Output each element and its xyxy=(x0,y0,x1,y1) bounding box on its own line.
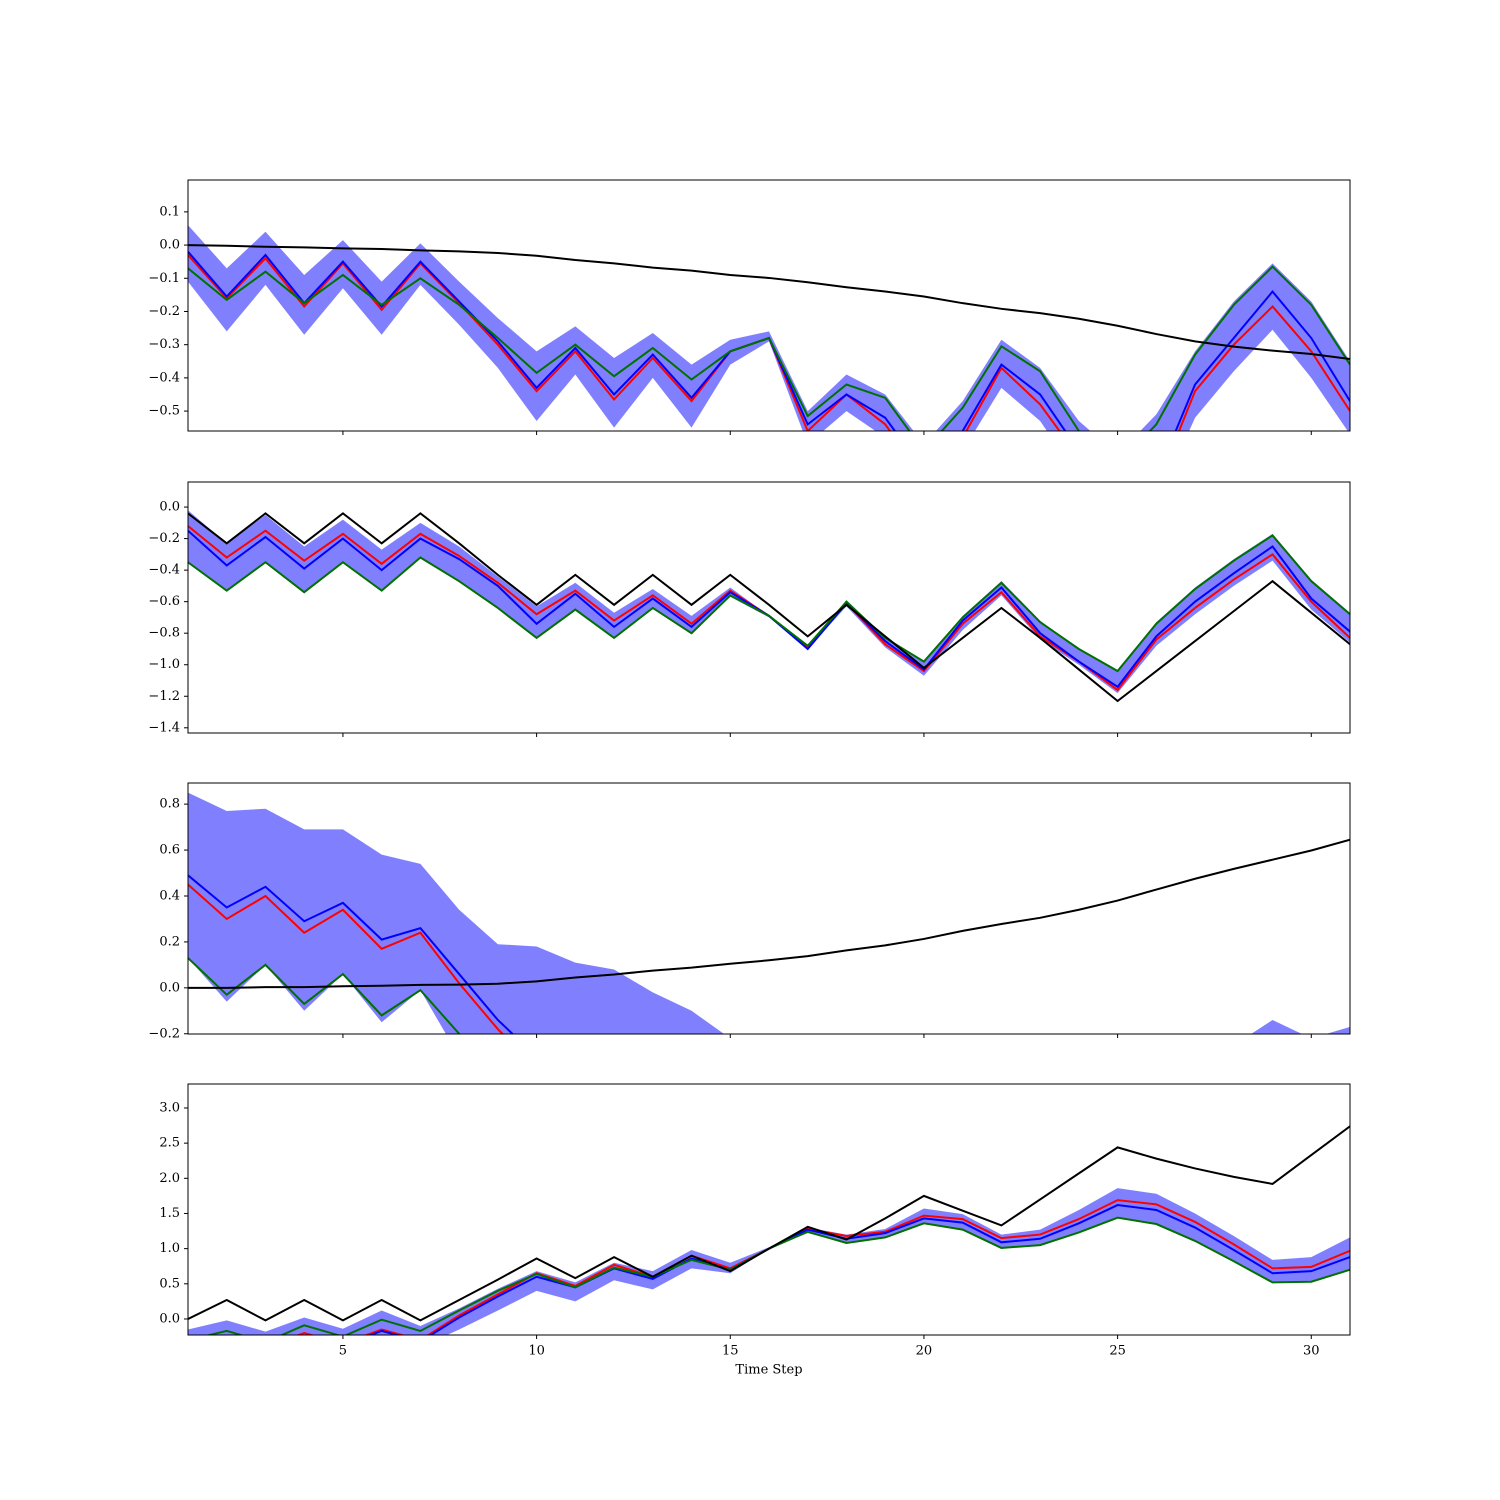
axes-frame xyxy=(187,179,1351,432)
y-tick-label: 0.0 xyxy=(159,500,180,515)
y-tick-label: 0.8 xyxy=(159,797,180,812)
y-tick-label: 0.0 xyxy=(159,238,180,253)
y-tick-label: −1.2 xyxy=(148,689,180,704)
y-tick-label: −1.0 xyxy=(148,657,180,672)
uncertainty-band xyxy=(188,792,1350,1034)
uncertainty-band xyxy=(188,510,1350,694)
y-tick-label: −0.2 xyxy=(148,531,180,546)
axes-frame xyxy=(187,782,1351,1035)
axes-frame xyxy=(187,1083,1351,1336)
series-line xyxy=(188,957,461,1034)
x-axis-label: Time Step xyxy=(735,1363,802,1378)
y-tick-label: −0.4 xyxy=(148,370,180,385)
y-tick-label: −0.6 xyxy=(148,594,180,609)
y-tick-label: 1.5 xyxy=(159,1206,180,1221)
y-tick-label: 2.0 xyxy=(159,1171,180,1186)
y-tick-label: 0.0 xyxy=(159,980,180,995)
uncertainty-band xyxy=(188,225,1350,431)
y-tick-label: −0.2 xyxy=(148,1026,180,1041)
y-tick-label: −1.4 xyxy=(148,720,180,735)
x-tick-label: 5 xyxy=(339,1344,347,1359)
series-line xyxy=(188,1125,1350,1322)
y-tick-label: −0.4 xyxy=(148,563,180,578)
y-tick-label: −0.3 xyxy=(148,337,180,352)
series-line xyxy=(188,883,505,1034)
series-line xyxy=(188,838,1350,989)
y-tick-label: 2.5 xyxy=(159,1136,180,1151)
series-line xyxy=(188,534,1350,673)
x-tick-label: 20 xyxy=(916,1344,933,1359)
y-tick-label: −0.1 xyxy=(148,271,180,286)
x-tick-label: 30 xyxy=(1303,1344,1320,1359)
plot-area xyxy=(188,510,1350,703)
y-tick-label: 0.6 xyxy=(159,843,180,858)
series-line xyxy=(188,244,1350,360)
x-tick-label: 10 xyxy=(528,1344,545,1359)
x-tick-label: 25 xyxy=(1109,1344,1126,1359)
y-tick-label: −0.5 xyxy=(148,404,180,419)
x-tick-label: 15 xyxy=(722,1344,739,1359)
uncertainty-band xyxy=(188,1188,1350,1335)
series-line xyxy=(188,512,1350,703)
y-tick-label: 0.4 xyxy=(159,888,180,903)
y-tick-label: −0.8 xyxy=(148,626,180,641)
y-tick-label: 1.0 xyxy=(159,1241,180,1256)
plot-area xyxy=(188,225,1350,431)
y-tick-label: 3.0 xyxy=(159,1100,180,1115)
series-line xyxy=(188,874,515,1034)
axes-frame xyxy=(187,481,1351,734)
plot-area xyxy=(188,1125,1350,1335)
y-tick-label: 0.0 xyxy=(159,1311,180,1326)
y-tick-label: 0.2 xyxy=(159,934,180,949)
series-line xyxy=(188,265,1350,431)
y-tick-label: −0.2 xyxy=(148,304,180,319)
plot-area xyxy=(188,792,1350,1034)
y-tick-label: 0.1 xyxy=(159,204,180,219)
y-tick-label: 0.5 xyxy=(159,1276,180,1291)
